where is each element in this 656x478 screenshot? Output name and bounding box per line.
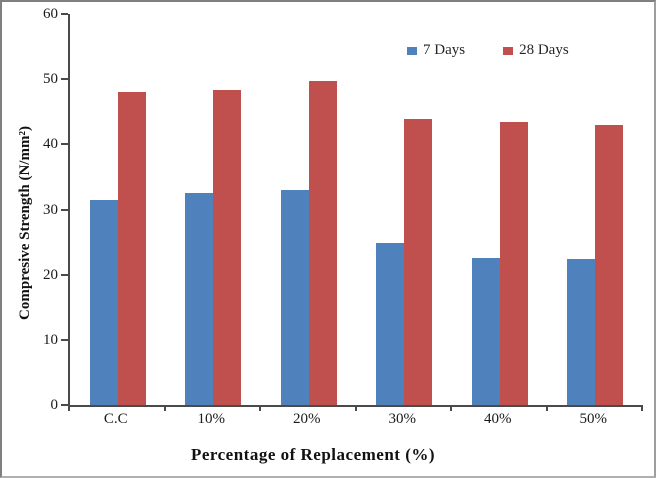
y-tick-mark-0	[61, 404, 68, 406]
bar-28-days-30	[404, 118, 433, 405]
x-category-label-30: 30%	[388, 411, 417, 427]
bar-group-30	[357, 14, 453, 405]
bar-group-10	[166, 14, 262, 405]
y-tick-mark-30	[61, 208, 68, 211]
bar-28-days-40	[499, 121, 528, 405]
legend-item-7-days: 7 Days	[407, 42, 465, 59]
bar-28-days-20	[308, 81, 337, 405]
legend-item-28-days: 28 Days	[503, 42, 569, 59]
bar-28-days-10	[213, 90, 242, 405]
y-tick-label-40: 40	[43, 136, 58, 153]
y-tick-mark-40	[61, 143, 68, 146]
x-tick-mark-0	[68, 406, 70, 411]
bar-28-days-50	[595, 124, 624, 405]
x-tick-mark-4	[450, 406, 452, 411]
x-tick-mark-2	[259, 406, 261, 411]
y-tick-label-20: 20	[43, 266, 58, 283]
bar-group-20	[261, 14, 357, 405]
y-tick-mark-10	[61, 338, 68, 341]
y-tick-label-30: 30	[43, 201, 58, 218]
x-tick-mark-3	[354, 406, 357, 411]
bar-7-days-20	[280, 189, 309, 405]
bar-7-days-50	[567, 259, 596, 405]
x-category-label-20: 20%	[293, 411, 321, 427]
bar-group-c-c	[70, 14, 166, 405]
y-tick-label-50: 50	[43, 71, 58, 88]
x-category-label-c-c: C.C	[103, 411, 128, 427]
x-tick-mark-5	[545, 406, 548, 411]
legend-swatch-28-days-icon	[503, 46, 514, 55]
bar-group-40	[452, 14, 548, 405]
bar-group-50	[548, 14, 644, 405]
legend: 7 Days 28 Days	[407, 42, 569, 59]
y-tick-label-0: 0	[50, 397, 59, 413]
bar-7-days-c-c	[89, 200, 118, 405]
x-category-label-50: 50%	[579, 411, 608, 427]
y-tick-mark-20	[61, 273, 68, 276]
legend-label-7-days: 7 Days	[423, 42, 466, 58]
y-tick-label-10: 10	[43, 331, 58, 348]
plot-area	[68, 14, 643, 407]
bar-7-days-10	[185, 193, 214, 405]
y-tick-label-60: 60	[43, 6, 58, 22]
x-tick-mark-1	[163, 406, 166, 411]
bar-7-days-30	[376, 243, 405, 405]
x-axis-title: Percentage of Replacement (%)	[190, 445, 436, 464]
y-tick-mark-60	[61, 13, 68, 15]
y-tick-mark-50	[61, 78, 68, 81]
bar-7-days-40	[471, 257, 500, 405]
x-category-label-40: 40%	[484, 411, 512, 427]
x-tick-mark-6	[641, 406, 643, 411]
legend-label-28-days: 28 Days	[519, 42, 569, 58]
y-axis-title: Compresive Strength (N/mm²)	[17, 126, 33, 320]
x-axis-category-labels: C.C 10% 20% 30% 40% 50%	[68, 411, 641, 428]
legend-swatch-7-days-icon	[407, 46, 417, 55]
x-category-label-10: 10%	[197, 411, 226, 427]
bar-28-days-c-c	[117, 92, 146, 405]
